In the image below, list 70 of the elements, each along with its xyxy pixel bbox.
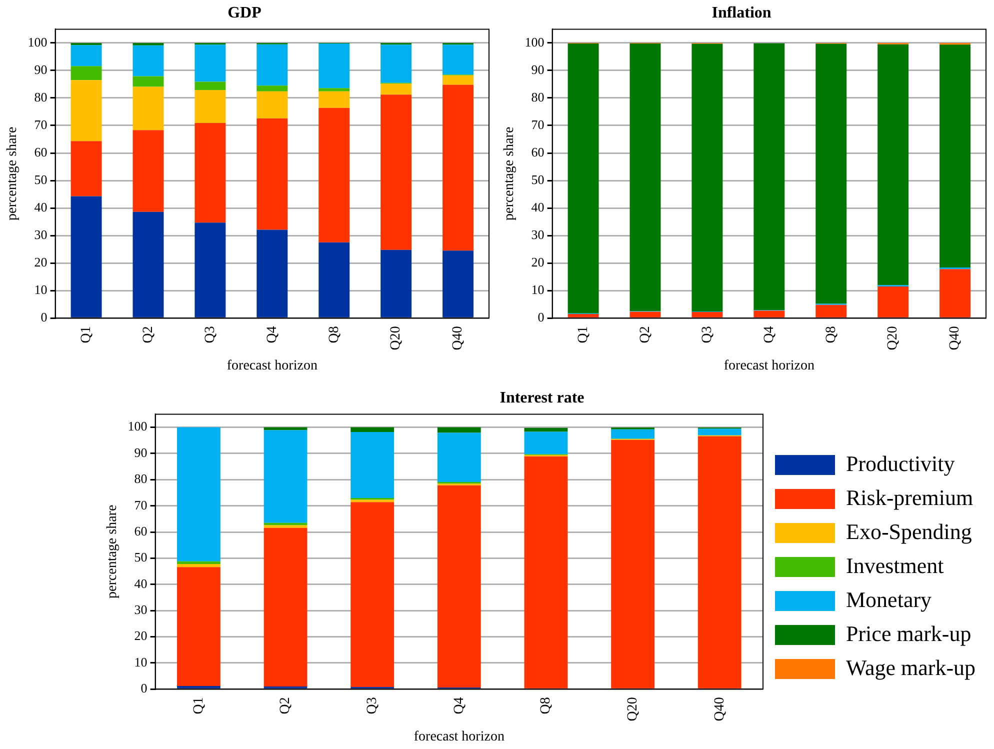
x-tick-label: Q2 <box>140 326 156 344</box>
x-tick-label: Q3 <box>365 697 380 714</box>
y-tick-label: 50 <box>134 550 148 565</box>
legend-label: Exo-Spending <box>846 518 972 544</box>
y-tick-label: 10 <box>134 654 148 670</box>
y-tick-label: 50 <box>34 172 48 187</box>
x-tick-label: Q40 <box>948 326 963 350</box>
y-tick-label: 90 <box>34 62 48 77</box>
y-tick-label: 100 <box>524 34 544 50</box>
x-tick-label: Q8 <box>538 697 554 714</box>
y-tick-label: 0 <box>40 310 48 325</box>
x-tick-label: Q40 <box>712 697 728 722</box>
x-tick-label: Q1 <box>78 326 94 344</box>
chart-title: Interest rate <box>500 390 584 407</box>
x-tick-label: Q2 <box>638 326 653 344</box>
legend-label: Productivity <box>846 450 955 476</box>
y-tick-label: 90 <box>531 62 544 77</box>
legend-label: Risk-premium <box>846 484 974 510</box>
y-tick-label: 70 <box>34 116 48 132</box>
y-tick-label: 50 <box>531 172 544 187</box>
x-tick-label: Q2 <box>278 697 294 714</box>
x-tick-label: Q20 <box>886 326 901 350</box>
x-axis-title: forecast horizon <box>226 358 318 374</box>
y-tick-label: 60 <box>34 144 48 160</box>
y-tick-label: 0 <box>140 680 148 696</box>
x-tick-label: Q3 <box>700 326 715 344</box>
y-tick-label: 90 <box>134 444 148 460</box>
x-tick-label: Q40 <box>450 326 466 350</box>
y-tick-label: 40 <box>531 199 544 214</box>
y-tick-label: 10 <box>531 282 544 297</box>
y-tick-label: 40 <box>34 199 48 214</box>
y-axis-title: percentage share <box>502 126 518 220</box>
y-tick-label: 80 <box>34 89 48 104</box>
y-tick-label: 30 <box>34 226 48 242</box>
y-tick-label: 40 <box>134 576 148 591</box>
x-tick-label: Q1 <box>576 326 591 344</box>
y-tick-label: 20 <box>531 254 544 270</box>
x-axis-title: forecast horizon <box>724 358 814 374</box>
y-tick-label: 80 <box>531 89 544 104</box>
y-tick-label: 60 <box>134 523 148 538</box>
y-axis-title: percentage share <box>105 504 120 598</box>
x-tick-label: Q4 <box>452 697 467 714</box>
chart-title: GDP <box>228 4 262 22</box>
x-tick-label: Q20 <box>388 326 404 350</box>
y-tick-label: 20 <box>134 628 148 644</box>
y-tick-label: 20 <box>34 254 48 270</box>
y-axis-title: percentage share <box>5 126 20 220</box>
y-tick-label: 30 <box>134 602 148 617</box>
y-tick-label: 10 <box>34 282 48 297</box>
x-tick-label: Q20 <box>625 697 640 722</box>
y-tick-label: 80 <box>134 471 148 486</box>
y-tick-label: 100 <box>128 418 148 434</box>
y-tick-label: 30 <box>531 226 544 242</box>
y-tick-label: 70 <box>134 497 148 512</box>
x-tick-label: Q3 <box>202 326 218 344</box>
legend-label: Price mark-up <box>846 620 972 646</box>
chart-title: Inflation <box>712 4 772 22</box>
x-axis-title: forecast horizon <box>414 729 504 744</box>
y-tick-label: 100 <box>28 34 48 50</box>
y-tick-label: 0 <box>538 310 544 325</box>
x-tick-label: Q4 <box>762 326 777 344</box>
x-tick-label: Q4 <box>264 326 280 344</box>
legend-label: Monetary <box>846 586 932 612</box>
x-tick-label: Q8 <box>824 326 839 344</box>
x-tick-label: Q1 <box>191 697 206 714</box>
legend-label: Investment <box>846 552 944 578</box>
legend-label: Wage mark-up <box>846 654 976 680</box>
y-tick-label: 70 <box>531 116 544 132</box>
x-tick-label: Q8 <box>326 326 342 344</box>
y-tick-label: 60 <box>531 144 544 160</box>
